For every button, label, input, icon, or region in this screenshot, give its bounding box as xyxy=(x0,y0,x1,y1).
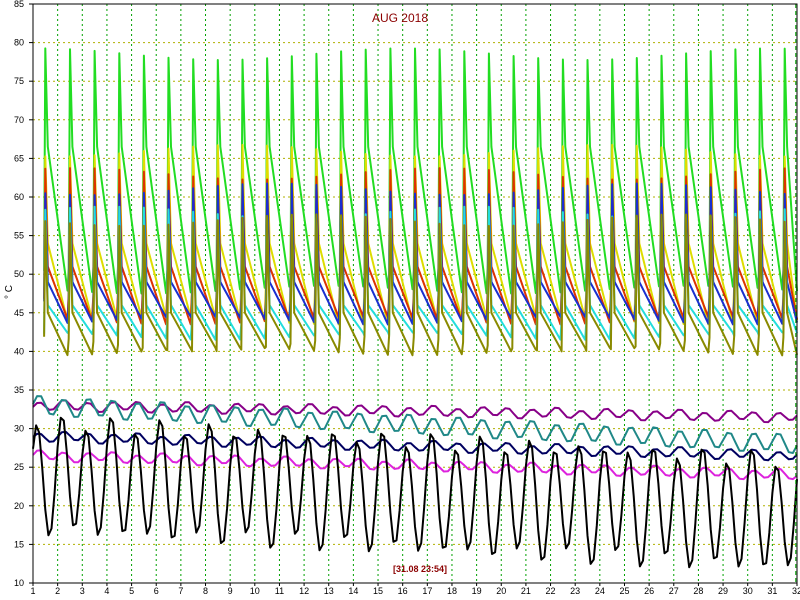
x-tick-label: 14 xyxy=(348,586,358,596)
y-tick-label: 20 xyxy=(14,501,24,511)
plot-frame xyxy=(32,3,798,584)
y-axis: 10 15 20 25 30 35 40 45 50 55 60 65 70 75 80 85 xyxy=(14,0,33,588)
chart-title: AUG 2018 xyxy=(372,11,428,25)
x-tick-label: 4 xyxy=(104,586,109,596)
x-tick-label: 23 xyxy=(570,586,580,596)
y-tick-label: 45 xyxy=(14,308,24,318)
y-tick-label: 65 xyxy=(14,153,24,163)
x-tick-label: 10 xyxy=(250,586,260,596)
timestamp-label: [31.08 23:54] xyxy=(393,564,447,574)
x-tick-label: 2 xyxy=(55,586,60,596)
y-tick-label: 60 xyxy=(14,192,24,202)
x-tick-label: 27 xyxy=(669,586,679,596)
x-axis: 1 2 3 4 5 6 7 8 9 10 11 12 13 14 15 16 17 18 19 20 21 22 23 24 2… xyxy=(30,583,800,596)
x-tick-label: 18 xyxy=(447,586,457,596)
x-tick-label: 16 xyxy=(398,586,408,596)
y-tick-label: 35 xyxy=(14,385,24,395)
y-tick-label: 10 xyxy=(14,578,24,588)
y-tick-label: 15 xyxy=(14,539,24,549)
x-tick-label: 24 xyxy=(595,586,605,596)
series-line xyxy=(32,416,798,569)
x-tick-label: 6 xyxy=(154,586,159,596)
x-tick-label: 13 xyxy=(324,586,334,596)
y-axis-label: ° C xyxy=(4,285,15,299)
y-tick-label: 80 xyxy=(14,38,24,48)
x-tick-label: 1 xyxy=(30,586,35,596)
series-layer xyxy=(32,4,798,583)
y-tick-label: 25 xyxy=(14,462,24,472)
x-tick-label: 22 xyxy=(546,586,556,596)
x-tick-label: 32 xyxy=(792,586,800,596)
y-tick-label: 75 xyxy=(14,76,24,86)
y-tick-label: 55 xyxy=(14,231,24,241)
series-line xyxy=(32,395,798,454)
series-line xyxy=(43,213,798,357)
x-tick-label: 25 xyxy=(619,586,629,596)
x-tick-label: 8 xyxy=(203,586,208,596)
y-tick-label: 30 xyxy=(14,424,24,434)
x-tick-label: 29 xyxy=(718,586,728,596)
y-tick-label: 50 xyxy=(14,269,24,279)
x-tick-label: 26 xyxy=(644,586,654,596)
x-tick-label: 3 xyxy=(80,586,85,596)
y-tick-label: 40 xyxy=(14,346,24,356)
x-tick-label: 20 xyxy=(496,586,506,596)
x-tick-label: 11 xyxy=(275,586,284,596)
y-tick-label: 70 xyxy=(14,115,24,125)
x-tick-label: 5 xyxy=(129,586,134,596)
series-line xyxy=(32,399,798,424)
series-line xyxy=(32,430,798,462)
x-tick-label: 9 xyxy=(228,586,233,596)
x-tick-label: 15 xyxy=(373,586,383,596)
x-tick-label: 19 xyxy=(472,586,482,596)
x-tick-label: 31 xyxy=(767,586,777,596)
x-tick-label: 30 xyxy=(743,586,753,596)
x-tick-label: 21 xyxy=(521,586,531,596)
x-tick-label: 12 xyxy=(299,586,309,596)
x-tick-label: 17 xyxy=(422,586,432,596)
x-tick-label: 28 xyxy=(693,586,703,596)
y-tick-label: 85 xyxy=(14,0,24,9)
x-tick-label: 7 xyxy=(178,586,183,596)
series-line xyxy=(32,449,798,481)
